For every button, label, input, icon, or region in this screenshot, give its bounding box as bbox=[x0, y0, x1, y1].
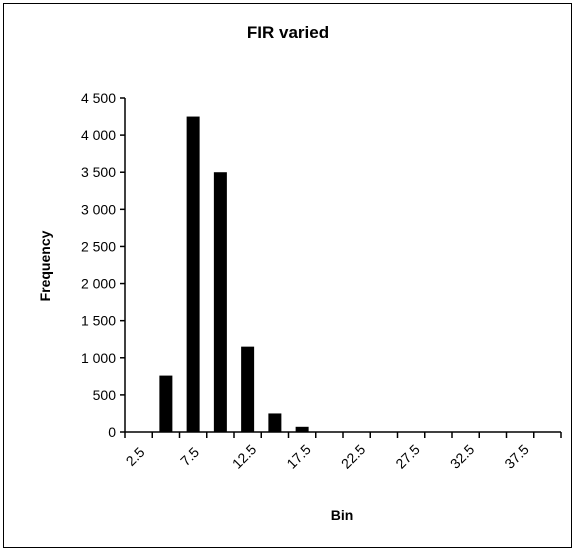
y-tick-label: 1 500 bbox=[81, 313, 116, 329]
y-tick-label: 4 500 bbox=[81, 90, 116, 106]
bar bbox=[268, 413, 282, 432]
bar bbox=[213, 172, 227, 432]
plot-area: 0 500 1 000 1 500 2 000 2 500 3 000 3 500 4 000 4… bbox=[81, 90, 562, 472]
x-axis-title: Bin bbox=[331, 507, 354, 523]
x-tick-label: 22.5 bbox=[338, 441, 369, 472]
y-tick-label: 0 bbox=[108, 424, 116, 440]
x-tick-label: 7.5 bbox=[177, 444, 202, 469]
x-tick-label: 12.5 bbox=[229, 441, 260, 472]
bar bbox=[159, 375, 173, 432]
y-tick-label: 3 000 bbox=[81, 201, 116, 217]
y-tick-label: 2 000 bbox=[81, 276, 116, 292]
y-tick-label: 4 000 bbox=[81, 127, 116, 143]
y-axis-title: Frequency bbox=[37, 230, 53, 301]
x-tick-label: 17.5 bbox=[283, 441, 314, 472]
bar bbox=[295, 426, 309, 432]
bar bbox=[186, 116, 200, 433]
x-tick-label: 27.5 bbox=[392, 441, 423, 472]
x-tick-label: 32.5 bbox=[447, 441, 478, 472]
x-tick-label: 37.5 bbox=[501, 441, 532, 472]
bar bbox=[241, 346, 255, 432]
y-tick-label: 1 000 bbox=[81, 350, 116, 366]
x-tick-label: 2.5 bbox=[123, 444, 148, 469]
y-tick-label: 3 500 bbox=[81, 164, 116, 180]
chart-title: FIR varied bbox=[247, 23, 329, 42]
y-tick-label: 500 bbox=[93, 387, 117, 403]
y-tick-label: 2 500 bbox=[81, 238, 116, 254]
chart-frame bbox=[3, 3, 572, 548]
